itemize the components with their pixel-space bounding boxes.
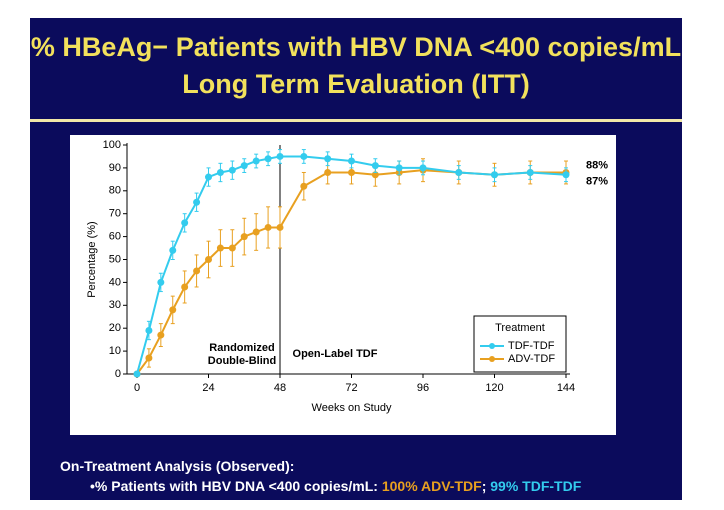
point: [491, 171, 498, 179]
point: [371, 162, 379, 170]
point: [228, 244, 236, 252]
point: [455, 168, 463, 176]
point: [562, 171, 570, 179]
annotation: Randomized: [209, 342, 274, 354]
chart-panel: 0 10 20 30 40 50 60 70 80 90 100 0 24 48 72 96 120 144 Wee…: [70, 135, 616, 435]
point: [181, 219, 189, 227]
footer-text: 100% ADV-TDF: [381, 478, 482, 494]
x-tick-label: 24: [202, 382, 214, 394]
x-tick-label: 0: [134, 382, 140, 394]
footer-text: 99% TDF-TDF: [490, 478, 582, 494]
point: [348, 168, 355, 176]
legend-swatch: [489, 356, 495, 362]
y-tick-label: 30: [109, 299, 121, 311]
y-tick-label: 10: [109, 345, 121, 357]
x-tick-label: 72: [345, 382, 357, 394]
x-tick-label: 96: [417, 382, 429, 394]
point: [216, 168, 224, 176]
footer: On-Treatment Analysis (Observed): •% Pat…: [60, 456, 581, 496]
y-tick-label: 60: [109, 231, 121, 243]
y-axis-label: Percentage (%): [86, 221, 98, 297]
y-tick-label: 0: [115, 368, 121, 380]
point: [228, 166, 236, 174]
x-axis-label: Weeks on Study: [312, 402, 392, 414]
point: [276, 152, 284, 160]
point: [371, 171, 379, 179]
point: [133, 370, 141, 378]
point: [205, 173, 212, 181]
annotation: Double-Blind: [208, 355, 276, 367]
title-line: Long Term Evaluation (ITT): [182, 69, 530, 99]
legend-title: Treatment: [495, 322, 545, 334]
legend-label: ADV-TDF: [508, 353, 555, 365]
y-tick-label: 50: [109, 253, 121, 265]
legend-label: TDF-TDF: [508, 340, 555, 352]
point: [181, 283, 189, 291]
point: [169, 306, 177, 314]
point: [276, 223, 284, 231]
point: [145, 326, 153, 334]
x-tick-label: 48: [274, 382, 286, 394]
point: [300, 152, 308, 160]
point: [252, 157, 260, 165]
annotation: Open-Label TDF: [293, 348, 378, 360]
footer-text: ;: [481, 478, 491, 494]
footer-line: •% Patients with HBV DNA <400 copies/mL:…: [60, 476, 581, 496]
point: [324, 168, 332, 176]
y-tick-label: 70: [109, 208, 121, 220]
point: [205, 256, 212, 263]
point: [193, 267, 201, 275]
value-label: 87%: [586, 176, 608, 188]
point: [264, 155, 272, 163]
point: [324, 155, 332, 163]
divider-rule: [30, 119, 682, 122]
point: [348, 157, 355, 165]
footer-heading: On-Treatment Analysis (Observed):: [60, 458, 295, 474]
y-tick-label: 80: [109, 185, 121, 197]
point: [169, 246, 177, 254]
y-tick-label: 100: [103, 139, 121, 151]
point: [240, 162, 248, 170]
slide: % HBeAg− Patients with HBV DNA <400 copi…: [30, 18, 682, 500]
footer-text: •% Patients with HBV DNA <400 copies/mL:: [90, 478, 382, 494]
legend-swatch: [489, 343, 495, 349]
point: [193, 198, 201, 206]
point: [526, 168, 534, 176]
point: [419, 164, 427, 172]
value-label: 88%: [586, 159, 608, 171]
point: [157, 331, 165, 339]
title-line: % HBeAg− Patients with HBV DNA <400 copi…: [30, 32, 682, 62]
y-tick-label: 90: [109, 162, 121, 174]
point: [252, 228, 260, 236]
x-tick-label: 120: [485, 382, 503, 394]
legend-box: [473, 315, 567, 373]
point: [157, 278, 165, 286]
x-tick-label: 144: [557, 382, 575, 394]
point: [395, 164, 403, 172]
chart: 0 10 20 30 40 50 60 70 80 90 100 0 24 48 72 96 120 144 Wee…: [86, 139, 608, 414]
point: [240, 233, 248, 241]
point: [216, 244, 224, 252]
point: [145, 354, 153, 362]
y-tick-label: 40: [109, 276, 121, 288]
point: [264, 223, 272, 231]
y-tick-label: 20: [109, 322, 121, 334]
point: [300, 182, 308, 190]
